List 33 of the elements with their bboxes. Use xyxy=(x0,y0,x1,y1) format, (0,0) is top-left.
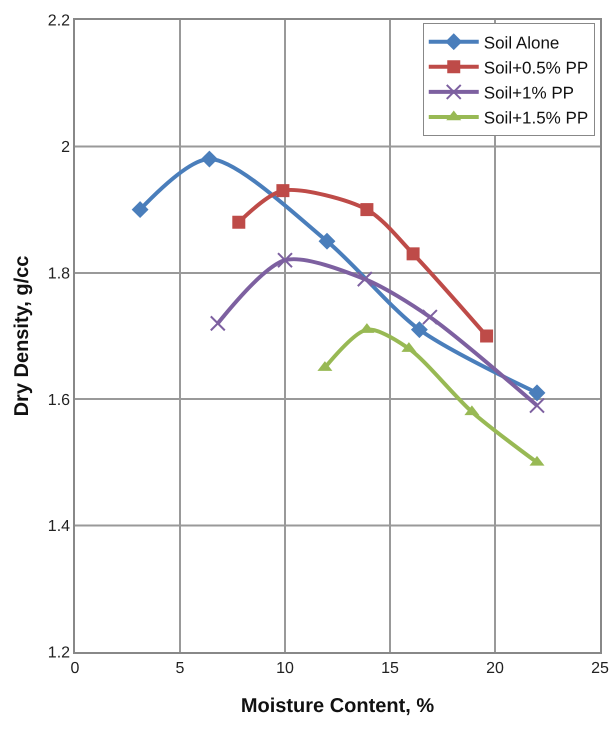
x-tick-label: 25 xyxy=(591,660,609,677)
y-axis-title: Dry Density, g/cc xyxy=(10,256,33,416)
point xyxy=(422,309,438,326)
legend-label: Soil Alone xyxy=(484,33,560,52)
point xyxy=(529,398,545,414)
x-tick-label: 15 xyxy=(381,660,399,677)
legend-label: Soil+1% PP xyxy=(484,84,574,103)
y-tick-label: 2 xyxy=(61,139,70,156)
point xyxy=(232,216,246,229)
point xyxy=(276,184,290,198)
point xyxy=(406,247,420,260)
x-tick-label: 20 xyxy=(486,660,504,677)
y-tick-label: 1.4 xyxy=(48,518,70,536)
point xyxy=(528,384,546,402)
x-tick-label: 5 xyxy=(176,660,185,677)
y-tick-label: 1.8 xyxy=(48,265,70,282)
point xyxy=(360,203,374,216)
point xyxy=(200,150,218,168)
point xyxy=(318,232,336,250)
legend-label: Soil+0.5% PP xyxy=(484,58,588,78)
x-tick-label: 10 xyxy=(276,660,294,677)
point xyxy=(132,201,149,218)
y-tick-label: 1.6 xyxy=(48,392,70,409)
point xyxy=(356,271,373,288)
point xyxy=(277,252,293,268)
y-tick-label: 2.2 xyxy=(48,12,70,30)
y-tick-label: 1.2 xyxy=(48,644,70,662)
point xyxy=(410,321,428,338)
point xyxy=(210,315,226,332)
x-axis-title: Moisture Content, % xyxy=(240,694,434,717)
point xyxy=(480,330,494,342)
x-tick-label: 0 xyxy=(70,660,80,677)
legend-label: Soil+1.5% PP xyxy=(484,108,588,128)
